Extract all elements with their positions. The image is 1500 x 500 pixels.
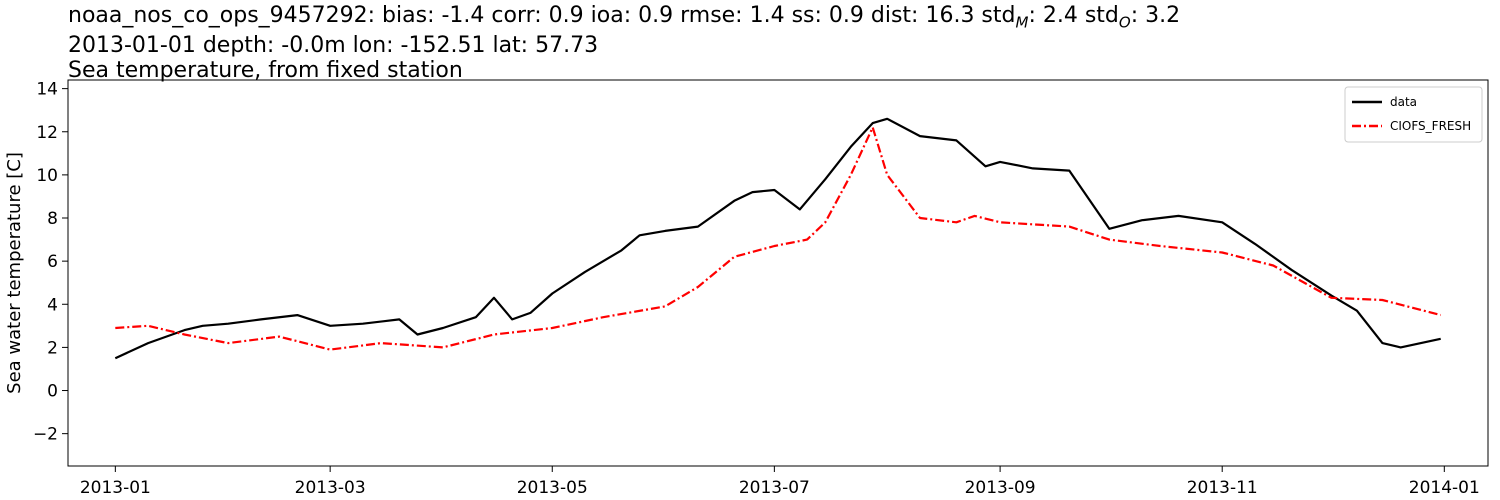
title-stats-mid: : 2.4 std [1028, 3, 1119, 28]
legend-label-ciofs: CIOFS_FRESH [1390, 119, 1471, 133]
x-tick-label: 2014-01 [1409, 478, 1480, 498]
chart-title-variable: Sea temperature, from fixed station [68, 58, 463, 83]
chart-title-stats: noaa_nos_co_ops_9457292: bias: -1.4 corr… [68, 3, 1180, 35]
y-tick-label: 4 [47, 295, 58, 315]
x-tick-label: 2013-05 [517, 478, 588, 498]
x-tick-label: 2013-11 [1187, 478, 1258, 498]
title-stats-end: : 3.2 [1130, 3, 1181, 28]
x-tick-label: 2013-03 [295, 478, 366, 498]
y-tick-label: 2 [47, 338, 58, 358]
y-tick-label: 10 [36, 166, 58, 186]
x-tick-label: 2013-07 [739, 478, 810, 498]
y-tick-label: 8 [47, 209, 58, 229]
title-subscript-o: O [1118, 13, 1131, 32]
legend: data CIOFS_FRESH [1344, 86, 1483, 143]
x-axis: 2013-01 2013-03 2013-05 2013-07 2013-09 2013-… [80, 466, 1480, 498]
y-tick-label: 6 [47, 252, 58, 272]
y-tick-label: 0 [47, 382, 58, 402]
x-tick-label: 2013-09 [965, 478, 1036, 498]
y-tick-label: −2 [33, 425, 58, 445]
series-layer [114, 117, 1441, 360]
x-tick-label: 2013-01 [80, 478, 151, 498]
title-subscript-m: M [1015, 13, 1029, 32]
series-line-ciofs-fresh [115, 126, 1441, 351]
chart-title-location: 2013-01-01 depth: -0.0m lon: -152.51 lat… [68, 33, 599, 58]
y-axis-label: Sea water temperature [C] [4, 152, 25, 394]
y-tick-label: 14 [36, 80, 58, 100]
y-axis: −2 0 2 4 6 8 10 12 14 [33, 80, 68, 445]
axes-frame [67, 79, 1489, 467]
legend-label-data: data [1390, 95, 1417, 109]
series-line-data [114, 117, 1441, 360]
y-tick-label: 12 [36, 123, 58, 143]
title-stats-text: noaa_nos_co_ops_9457292: bias: -1.4 corr… [68, 3, 1016, 28]
